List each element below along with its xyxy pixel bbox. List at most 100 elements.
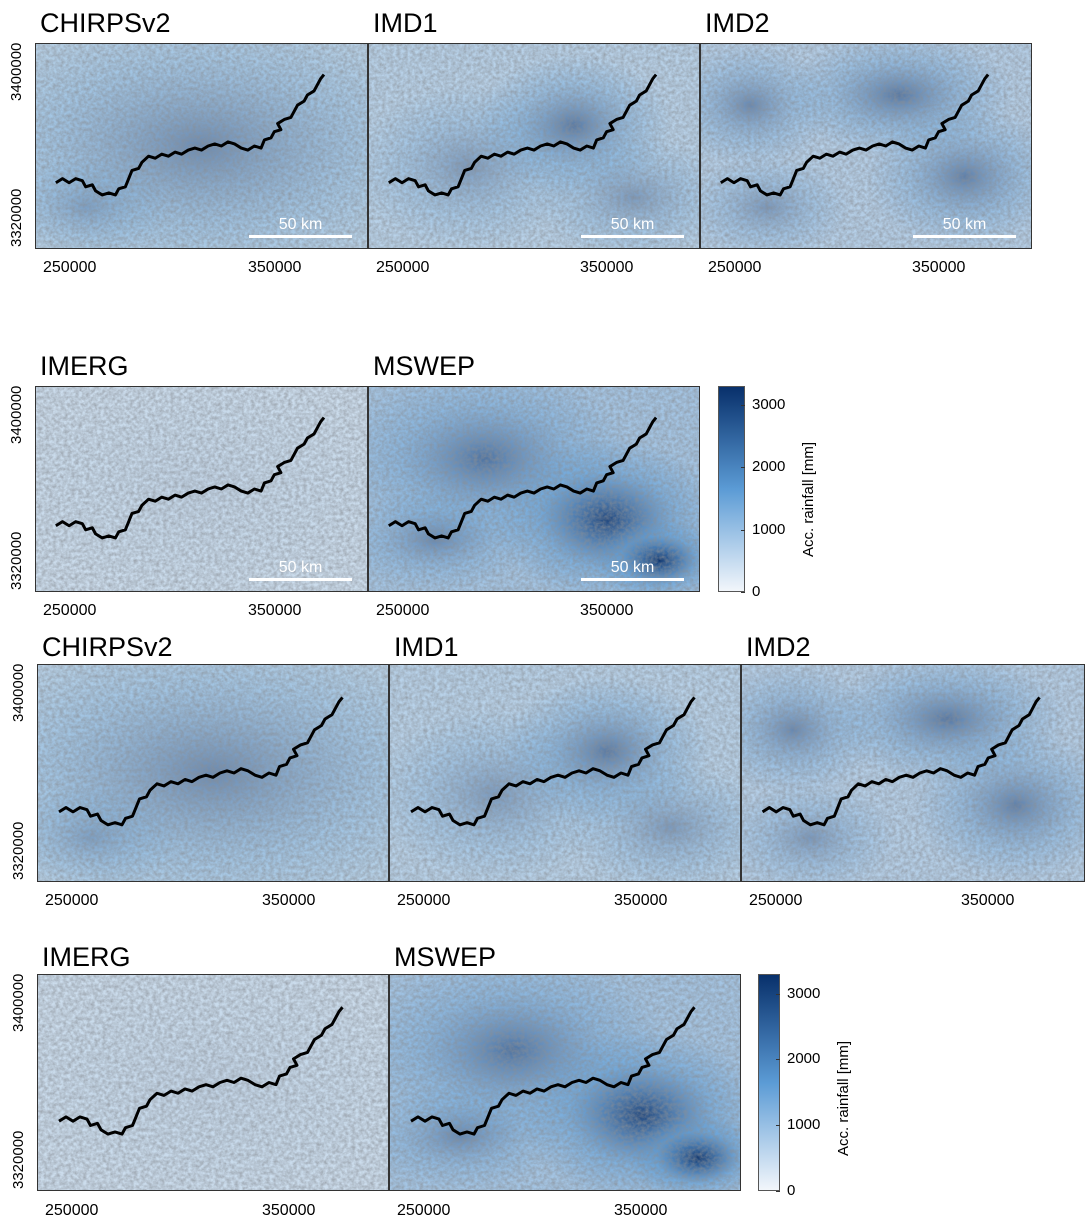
- colorbar-tick: [776, 994, 780, 995]
- x-tick-label: 250000: [397, 892, 451, 909]
- colorbar-tick: [741, 467, 745, 468]
- colorbar-tick: [741, 530, 745, 531]
- map-panel: [389, 664, 741, 882]
- x-tick-label: 350000: [961, 892, 1015, 909]
- x-tick-label: 350000: [614, 1202, 668, 1219]
- hillshade-texture: [742, 665, 1084, 881]
- map-image: [701, 44, 1031, 248]
- map-image: [38, 975, 388, 1190]
- colorbar-tick: [741, 592, 745, 593]
- map-panel: [741, 664, 1085, 882]
- panel-title: CHIRPSv2: [42, 632, 173, 662]
- colorbar-tick-label: 1000: [752, 521, 786, 538]
- x-tick-label: 250000: [45, 1202, 99, 1219]
- river-line: [59, 1007, 343, 1134]
- y-tick-label: 3320000: [8, 188, 25, 247]
- map-panel: 50 km: [700, 43, 1032, 249]
- x-tick-label: 350000: [912, 259, 966, 276]
- colorbar: [718, 386, 745, 592]
- x-tick-label: 350000: [248, 602, 302, 619]
- x-tick-label: 250000: [43, 259, 97, 276]
- river-line: [411, 697, 695, 824]
- colorbar-tick: [776, 1059, 780, 1060]
- scale-bar: [913, 235, 1016, 238]
- hillshade-texture: [701, 44, 1031, 248]
- map-panel: 50 km: [35, 386, 368, 592]
- scale-bar-label: 50 km: [942, 216, 987, 233]
- x-tick-label: 250000: [749, 892, 803, 909]
- colorbar-tick-label: 3000: [752, 396, 786, 413]
- scale-bar-label: 50 km: [278, 216, 323, 233]
- river-line: [763, 697, 1040, 824]
- map-image: [38, 665, 388, 881]
- map-image: [36, 387, 367, 591]
- x-tick-label: 250000: [708, 259, 762, 276]
- colorbar-tick-label: 0: [787, 1182, 796, 1199]
- panel-title: IMD1: [394, 632, 459, 662]
- x-tick-label: 350000: [262, 892, 316, 909]
- scale-bar-label: 50 km: [610, 559, 655, 576]
- colorbar-label: Acc. rainfall [mm]: [800, 441, 817, 557]
- x-tick-label: 250000: [376, 259, 430, 276]
- hillshade-texture: [369, 44, 699, 248]
- panel-title: IMERG: [40, 351, 129, 381]
- hillshade-texture: [369, 387, 699, 591]
- x-tick-label: 250000: [376, 602, 430, 619]
- river-line: [56, 75, 324, 195]
- map-panel: [37, 974, 389, 1191]
- river-line: [389, 75, 656, 195]
- map-panel: 50 km: [368, 386, 700, 592]
- map-image: [36, 44, 367, 248]
- x-tick-label: 250000: [397, 1202, 451, 1219]
- scale-bar: [581, 578, 684, 581]
- colorbar-tick: [776, 1125, 780, 1126]
- panel-title: MSWEP: [373, 351, 476, 381]
- scale-bar-label: 50 km: [278, 559, 323, 576]
- scale-bar: [249, 578, 352, 581]
- map-panel: [389, 974, 741, 1191]
- map-image: [742, 665, 1084, 881]
- map-panel: [37, 664, 389, 882]
- river-line: [411, 1007, 695, 1134]
- colorbar-tick-label: 2000: [787, 1050, 821, 1067]
- colorbar-tick-label: 2000: [752, 458, 786, 475]
- hillshade-texture: [390, 665, 740, 881]
- panel-title: IMD2: [746, 632, 811, 662]
- hillshade-texture: [390, 975, 740, 1190]
- panel-title: CHIRPSv2: [40, 8, 171, 38]
- scale-bar-label: 50 km: [610, 216, 655, 233]
- colorbar-tick: [776, 1191, 780, 1192]
- map-image: [390, 975, 740, 1190]
- map-image: [390, 665, 740, 881]
- x-tick-label: 350000: [580, 259, 634, 276]
- x-tick-label: 350000: [262, 1202, 316, 1219]
- hillshade-texture: [38, 975, 388, 1190]
- hillshade-texture: [36, 44, 367, 248]
- colorbar-tick-label: 1000: [787, 1116, 821, 1133]
- scale-bar: [581, 235, 684, 238]
- x-tick-label: 350000: [614, 892, 668, 909]
- river-line: [721, 75, 988, 195]
- y-tick-label: 3320000: [8, 531, 25, 590]
- x-tick-label: 350000: [248, 259, 302, 276]
- y-tick-label: 3400000: [10, 973, 27, 1032]
- colorbar-label: Acc. rainfall [mm]: [835, 1040, 852, 1156]
- x-tick-label: 250000: [43, 602, 97, 619]
- y-tick-label: 3400000: [8, 42, 25, 101]
- colorbar: [758, 974, 780, 1191]
- map-image: [369, 44, 699, 248]
- scale-bar: [249, 235, 352, 238]
- map-image: [369, 387, 699, 591]
- river-line: [56, 418, 324, 538]
- panel-title: IMERG: [42, 942, 131, 972]
- colorbar-tick: [741, 405, 745, 406]
- y-tick-label: 3400000: [10, 663, 27, 722]
- panel-title: IMD2: [705, 8, 770, 38]
- x-tick-label: 250000: [45, 892, 99, 909]
- x-tick-label: 350000: [580, 602, 634, 619]
- map-panel: 50 km: [368, 43, 700, 249]
- river-line: [59, 697, 343, 824]
- panel-title: IMD1: [373, 8, 438, 38]
- hillshade-texture: [38, 665, 388, 881]
- y-tick-label: 3320000: [10, 1130, 27, 1189]
